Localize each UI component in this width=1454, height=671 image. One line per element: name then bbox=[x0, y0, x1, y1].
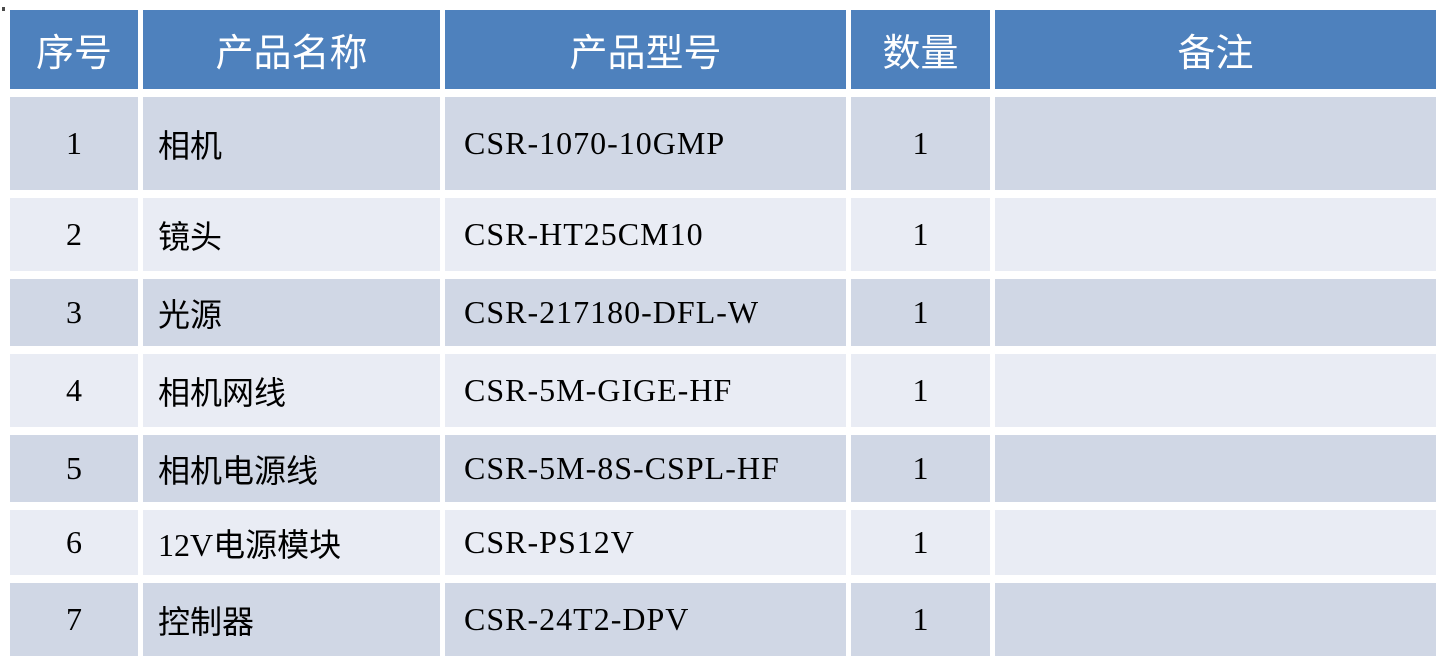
cell-remark bbox=[995, 198, 1436, 271]
cell-remark bbox=[995, 435, 1436, 502]
cell-product-name: 控制器 bbox=[143, 583, 440, 656]
cell-product-model: CSR-HT25CM10 bbox=[445, 198, 846, 271]
column-header-model: 产品型号 bbox=[445, 10, 846, 89]
cell-remark bbox=[995, 583, 1436, 656]
table-row: 4 相机网线 CSR-5M-GIGE-HF 1 bbox=[10, 354, 1436, 427]
cell-quantity: 1 bbox=[851, 354, 990, 427]
column-header-remark: 备注 bbox=[995, 10, 1436, 89]
cell-quantity: 1 bbox=[851, 279, 990, 346]
cell-index: 4 bbox=[10, 354, 138, 427]
cell-remark bbox=[995, 279, 1436, 346]
product-list-table: 序号 产品名称 产品型号 数量 备注 1 相机 CSR-1070-10GMP 1… bbox=[5, 2, 1441, 664]
cell-product-name: 相机电源线 bbox=[143, 435, 440, 502]
table-row: 7 控制器 CSR-24T2-DPV 1 bbox=[10, 583, 1436, 656]
cell-product-name: 相机网线 bbox=[143, 354, 440, 427]
stray-mark bbox=[2, 7, 5, 11]
table-row: 5 相机电源线 CSR-5M-8S-CSPL-HF 1 bbox=[10, 435, 1436, 502]
cell-product-model: CSR-217180-DFL-W bbox=[445, 279, 846, 346]
cell-index: 5 bbox=[10, 435, 138, 502]
cell-product-model: CSR-5M-8S-CSPL-HF bbox=[445, 435, 846, 502]
cell-remark bbox=[995, 510, 1436, 575]
table-row: 3 光源 CSR-217180-DFL-W 1 bbox=[10, 279, 1436, 346]
cell-index: 2 bbox=[10, 198, 138, 271]
cell-quantity: 1 bbox=[851, 435, 990, 502]
cell-remark bbox=[995, 354, 1436, 427]
cell-index: 3 bbox=[10, 279, 138, 346]
cell-product-model: CSR-24T2-DPV bbox=[445, 583, 846, 656]
cell-product-model: CSR-PS12V bbox=[445, 510, 846, 575]
table-row: 1 相机 CSR-1070-10GMP 1 bbox=[10, 97, 1436, 190]
cell-quantity: 1 bbox=[851, 97, 990, 190]
cell-product-name: 相机 bbox=[143, 97, 440, 190]
cell-remark bbox=[995, 97, 1436, 190]
header-row: 序号 产品名称 产品型号 数量 备注 bbox=[10, 10, 1436, 89]
cell-product-model: CSR-1070-10GMP bbox=[445, 97, 846, 190]
column-header-qty: 数量 bbox=[851, 10, 990, 89]
column-header-index: 序号 bbox=[10, 10, 138, 89]
table-row: 6 12V电源模块 CSR-PS12V 1 bbox=[10, 510, 1436, 575]
cell-product-name: 12V电源模块 bbox=[143, 510, 440, 575]
cell-product-name: 镜头 bbox=[143, 198, 440, 271]
cell-quantity: 1 bbox=[851, 510, 990, 575]
cell-quantity: 1 bbox=[851, 198, 990, 271]
table-row: 2 镜头 CSR-HT25CM10 1 bbox=[10, 198, 1436, 271]
cell-index: 6 bbox=[10, 510, 138, 575]
cell-product-model: CSR-5M-GIGE-HF bbox=[445, 354, 846, 427]
cell-product-name: 光源 bbox=[143, 279, 440, 346]
cell-index: 1 bbox=[10, 97, 138, 190]
cell-quantity: 1 bbox=[851, 583, 990, 656]
cell-index: 7 bbox=[10, 583, 138, 656]
column-header-name: 产品名称 bbox=[143, 10, 440, 89]
